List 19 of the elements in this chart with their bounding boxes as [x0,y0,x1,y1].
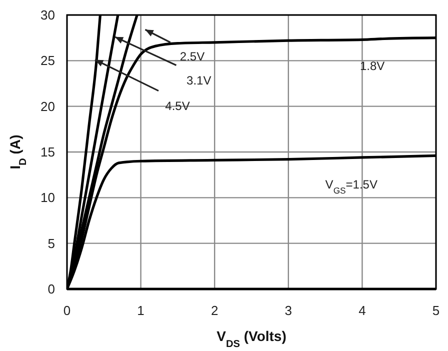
series-label: V$_{GS}$=1.5V [325,178,378,196]
y-tick-label: 30 [40,8,55,23]
x-tick-label: 5 [432,303,440,318]
x-tick-label: 0 [63,303,71,318]
text: 4.5V [165,98,190,113]
y-tick-label: 0 [48,282,55,297]
x-tick-label: 4 [358,303,366,318]
text: 3.1V [186,73,212,88]
x-tick-label: 2 [210,303,218,318]
x-tick-label: 3 [284,303,292,318]
series-label: 1.8V [360,58,385,73]
x-axis-title: V$_{DS}$ (Volts) [216,328,286,350]
x-tick-label: 1 [137,303,144,318]
y-tick-label: 5 [48,236,55,251]
y-tick-label: 25 [40,53,55,68]
y-tick-label: 10 [40,190,55,206]
text: 2.5V [180,50,205,64]
y-tick-label: 15 [40,144,55,160]
y-tick-label: 20 [40,98,55,114]
